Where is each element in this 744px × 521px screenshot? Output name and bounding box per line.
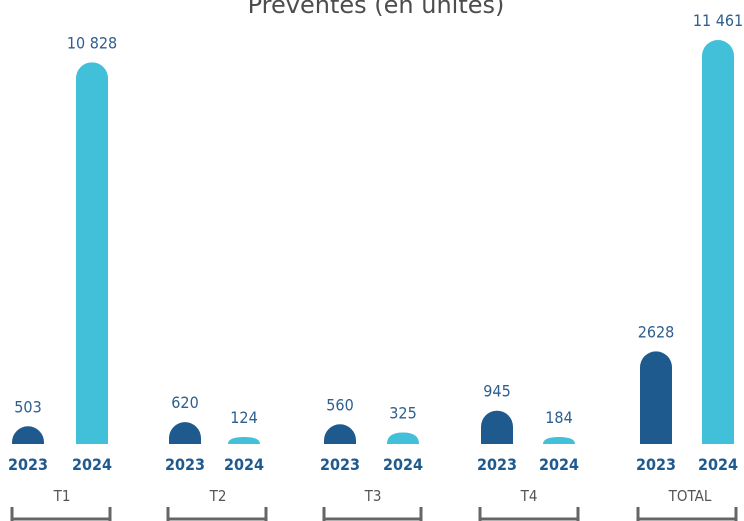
bar-t2-2024 bbox=[228, 437, 260, 444]
value-label-total-2024: 11 461 bbox=[693, 11, 743, 30]
bar-t4-2024 bbox=[543, 437, 575, 444]
category-label-t1: T1 bbox=[53, 487, 71, 505]
chart-title: Préventes (en unités) bbox=[248, 0, 505, 19]
year-label-t3-2024: 2024 bbox=[383, 455, 423, 474]
year-label-t2-2023: 2023 bbox=[165, 455, 205, 474]
value-label-t4-2024: 184 bbox=[545, 408, 572, 427]
value-label-t4-2023: 945 bbox=[483, 382, 510, 401]
category-bracket-t1 bbox=[10, 507, 112, 521]
year-label-t2-2024: 2024 bbox=[224, 455, 264, 474]
category-label-total: TOTAL bbox=[668, 487, 712, 505]
bar-t2-2023 bbox=[169, 422, 201, 444]
bar-t4-2023 bbox=[481, 410, 513, 444]
category-bracket-t4 bbox=[478, 507, 580, 521]
value-label-t1-2023: 503 bbox=[14, 397, 41, 416]
bar-total-2024 bbox=[702, 40, 734, 444]
year-label-total-2023: 2023 bbox=[636, 455, 676, 474]
year-label-t1-2023: 2023 bbox=[8, 455, 48, 474]
year-label-t4-2023: 2023 bbox=[477, 455, 517, 474]
value-label-t3-2024: 325 bbox=[389, 404, 416, 423]
value-label-t2-2023: 620 bbox=[171, 393, 198, 412]
value-label-t3-2023: 560 bbox=[326, 395, 353, 414]
category-bracket-t2 bbox=[166, 507, 268, 521]
year-label-t4-2024: 2024 bbox=[539, 455, 579, 474]
category-label-t4: T4 bbox=[520, 487, 538, 505]
bar-t3-2023 bbox=[324, 424, 356, 444]
category-label-t2: T2 bbox=[209, 487, 227, 505]
value-label-total-2023: 2628 bbox=[638, 322, 675, 341]
category-bracket-t3 bbox=[322, 507, 423, 521]
year-label-t1-2024: 2024 bbox=[72, 455, 112, 474]
category-bracket-total bbox=[636, 507, 738, 521]
year-label-total-2024: 2024 bbox=[698, 455, 738, 474]
bar-t1-2023 bbox=[12, 426, 44, 444]
year-label-t3-2023: 2023 bbox=[320, 455, 360, 474]
bar-t3-2024 bbox=[387, 432, 419, 444]
bar-total-2023 bbox=[640, 351, 672, 444]
bar-t1-2024 bbox=[76, 62, 108, 444]
value-label-t1-2024: 10 828 bbox=[67, 33, 117, 52]
value-label-t2-2024: 124 bbox=[230, 408, 257, 427]
category-label-t3: T3 bbox=[364, 487, 382, 505]
